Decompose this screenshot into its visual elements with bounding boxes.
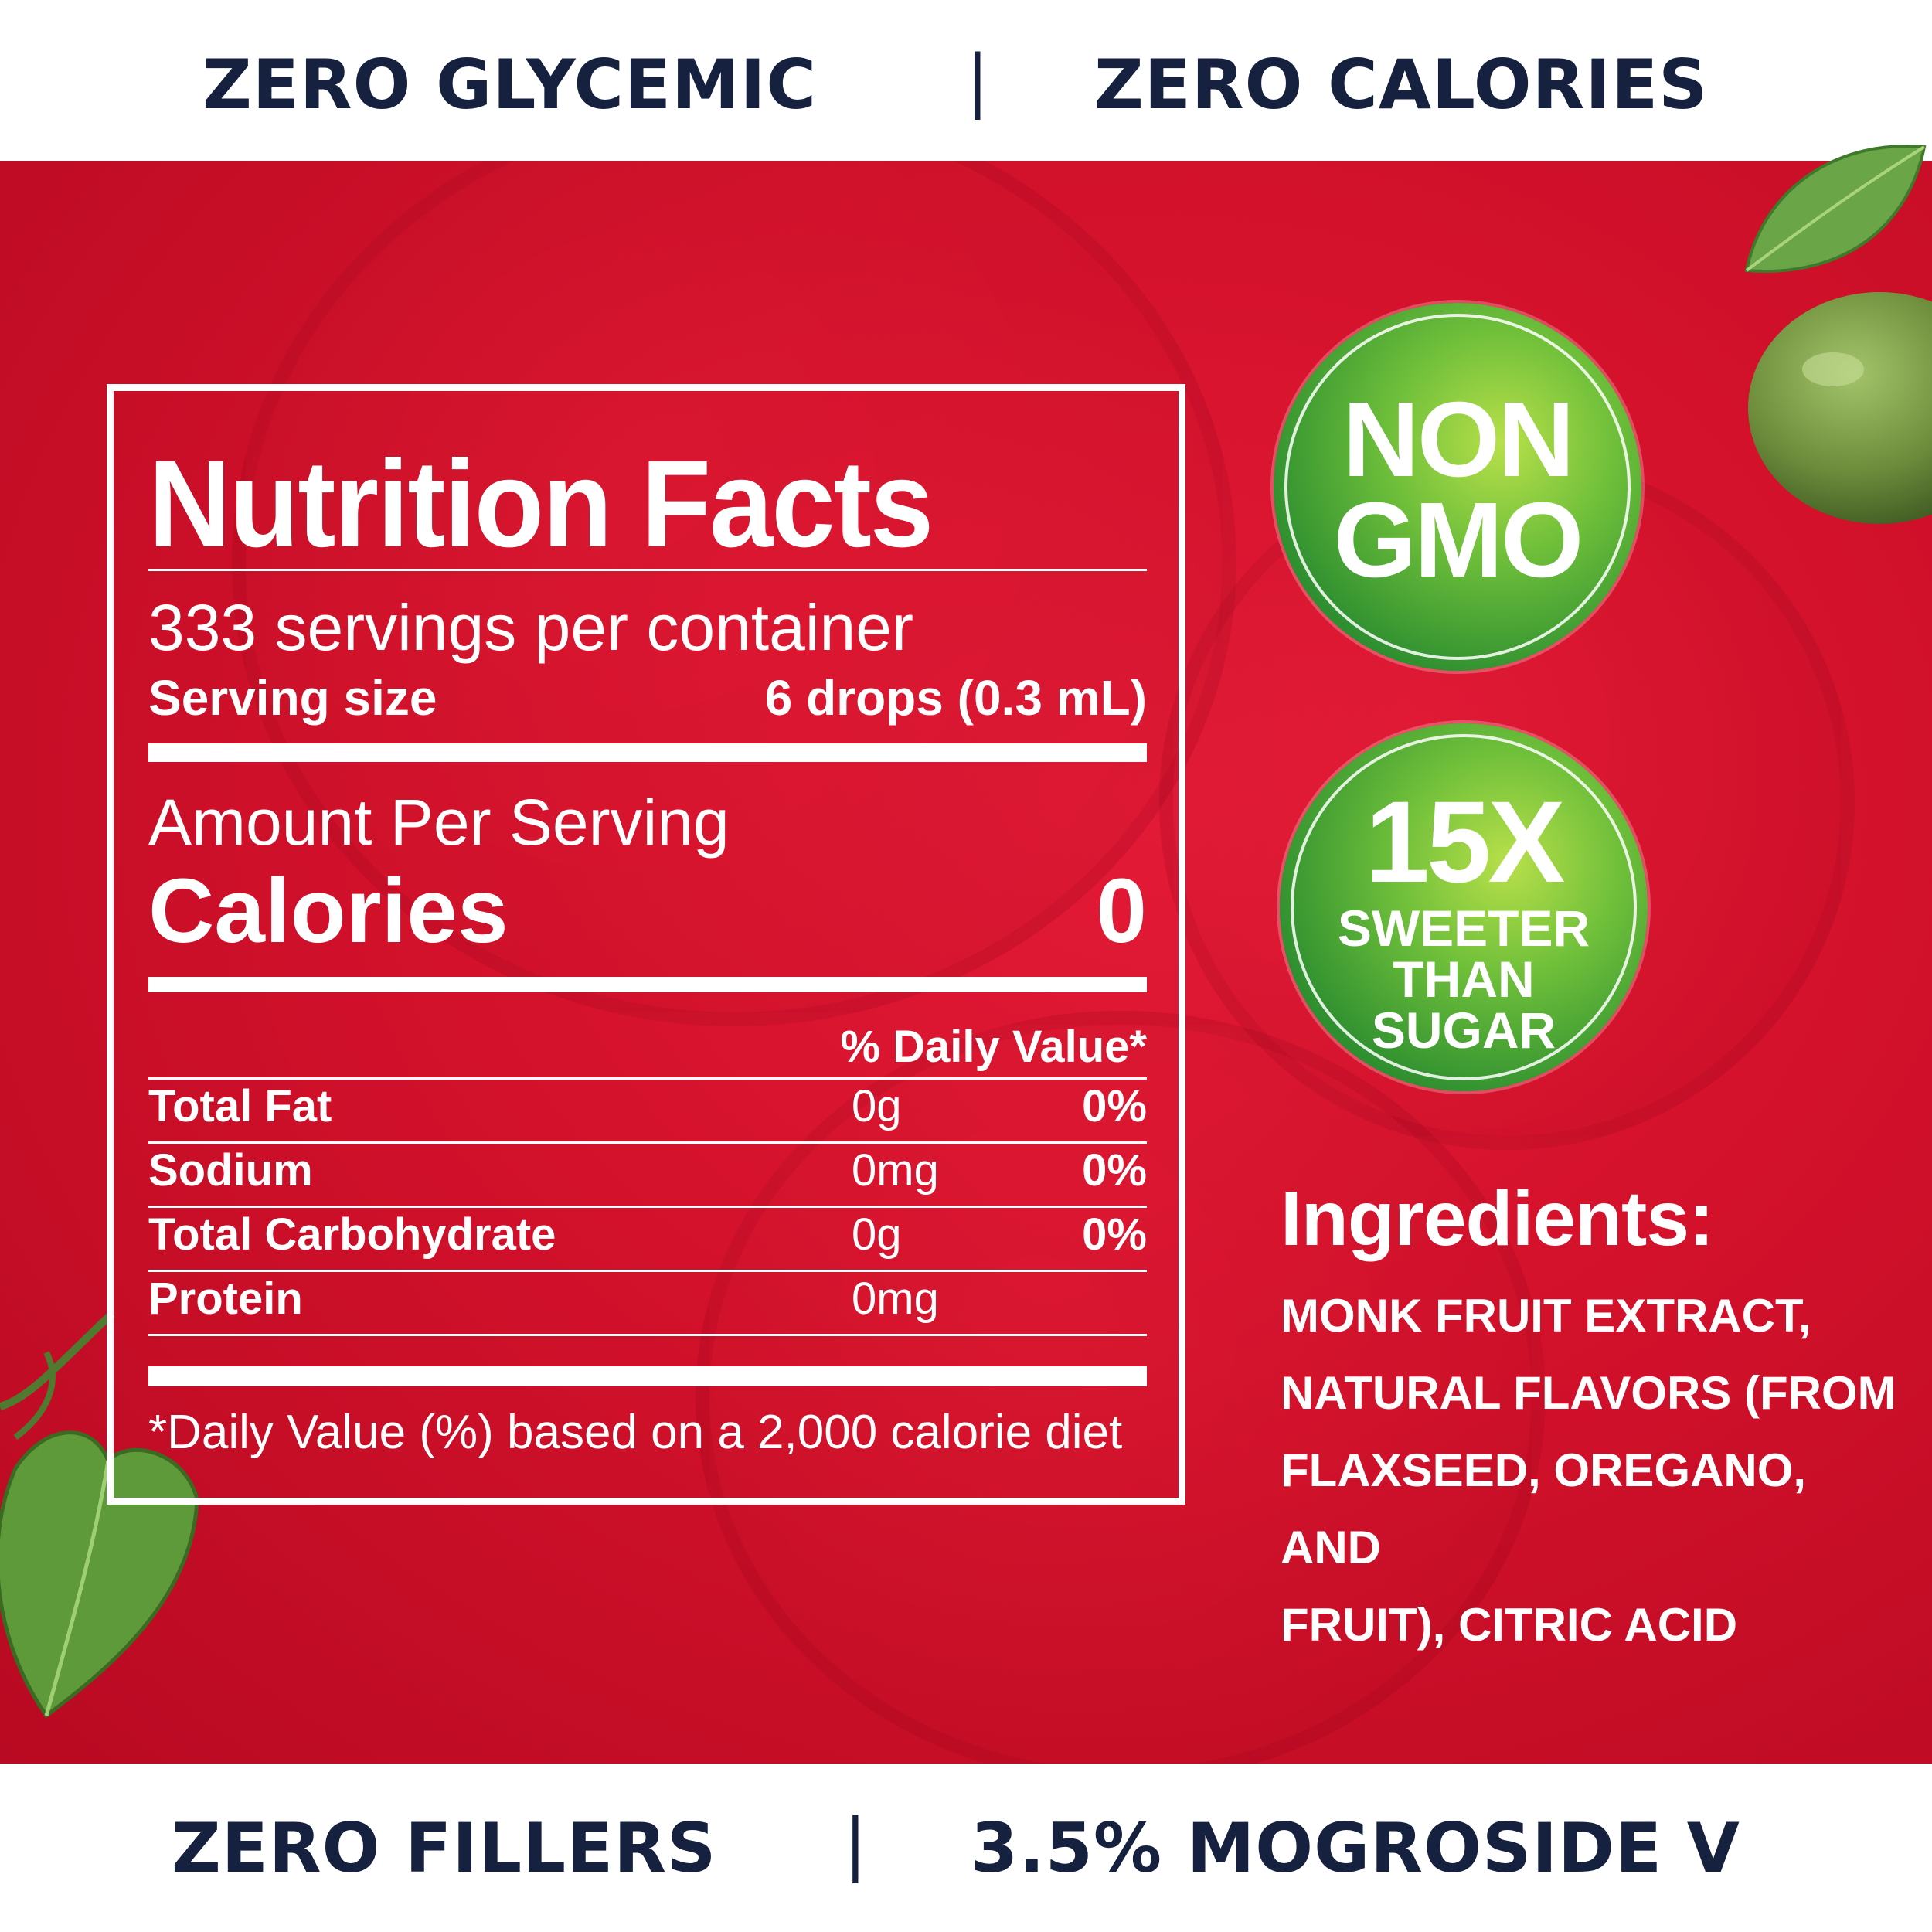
nutrient-name: Total Fat xyxy=(148,1081,332,1131)
calories-label: Calories xyxy=(148,860,509,962)
nutrition-facts-title: Nutrition Facts xyxy=(148,435,934,573)
ingredients-line: MONK FRUIT EXTRACT, xyxy=(1281,1290,1811,1342)
top-separator: | xyxy=(966,40,990,120)
divider xyxy=(148,1206,1147,1208)
calories-value: 0 xyxy=(1096,860,1147,962)
serving-size-value: 6 drops (0.3 mL) xyxy=(764,670,1147,726)
badge-text-sugar: SUGAR xyxy=(1371,1002,1556,1059)
divider xyxy=(148,1141,1147,1144)
nutrient-name: Sodium xyxy=(148,1145,313,1196)
badge-text-non: NON xyxy=(1342,380,1575,499)
nutrient-name: Total Carbohydrate xyxy=(148,1209,556,1260)
ingredients-line: NATURAL FLAVORS (FROM xyxy=(1281,1367,1896,1419)
nutrient-row: Protein 0mg xyxy=(148,1272,1147,1334)
sweetness-badge: 15X SWEETER THAN SUGAR xyxy=(1280,723,1648,1091)
thick-divider xyxy=(148,1366,1147,1386)
badge-text-than: THAN xyxy=(1393,951,1535,1008)
divider xyxy=(148,1334,1147,1336)
badge-text-sweeter: SWEETER xyxy=(1337,900,1590,957)
leaf-icon xyxy=(1744,145,1927,273)
serving-size-label: Serving size xyxy=(148,670,437,726)
thick-divider xyxy=(148,743,1147,762)
ingredients-line: FRUIT), CITRIC ACID xyxy=(1281,1599,1738,1651)
servings-per-container: 333 servings per container xyxy=(148,591,913,664)
daily-value-header: % Daily Value* xyxy=(840,1022,1147,1072)
daily-value-footnote: *Daily Value (%) based on a 2,000 calori… xyxy=(148,1406,1123,1459)
nutrient-amount: 0mg xyxy=(852,1145,939,1196)
badge-text-gmo: GMO xyxy=(1333,481,1584,600)
nutrient-daily-value: 0% xyxy=(1082,1209,1147,1260)
nutrient-daily-value: 0% xyxy=(1082,1145,1147,1196)
nutrition-facts-panel: Nutrition Facts 333 servings per contain… xyxy=(107,384,1185,1505)
ingredients-title: Ingredients: xyxy=(1281,1175,1714,1262)
zero-glycemic-label: ZERO GLYCEMIC xyxy=(202,45,817,124)
amount-per-serving: Amount Per Serving xyxy=(148,786,730,859)
badge-ring xyxy=(1291,734,1637,1080)
ingredients-line: FLAXSEED, OREGANO, AND xyxy=(1281,1444,1807,1573)
divider xyxy=(148,1270,1147,1272)
nutrient-amount: 0g xyxy=(852,1209,902,1260)
divider xyxy=(148,1077,1147,1080)
bottom-banner: ZERO FILLERS | 3.5% MOGROSIDE V xyxy=(0,1764,1932,1932)
thick-divider xyxy=(148,977,1147,992)
zero-fillers-label: ZERO FILLERS xyxy=(172,1808,717,1888)
non-gmo-badge: NON GMO xyxy=(1274,303,1641,671)
nutrient-row: Total Fat 0g 0% xyxy=(148,1080,1147,1141)
badge-text-15x: 15X xyxy=(1365,777,1566,906)
zero-calories-label: ZERO CALORIES xyxy=(1094,45,1709,124)
serving-size-row: Serving size 6 drops (0.3 mL) xyxy=(148,669,1147,726)
nutrient-amount: 0g xyxy=(852,1081,902,1131)
monk-fruit-icon xyxy=(1748,292,1932,524)
bottom-separator: | xyxy=(844,1804,868,1883)
nutrient-daily-value: 0% xyxy=(1082,1081,1147,1131)
nutrient-row: Sodium 0mg 0% xyxy=(148,1144,1147,1206)
nutrient-row: Total Carbohydrate 0g 0% xyxy=(148,1208,1147,1270)
mogroside-label: 3.5% MOGROSIDE V xyxy=(971,1808,1740,1888)
nutrient-name: Protein xyxy=(148,1274,303,1324)
ingredients-section: Ingredients: MONK FRUIT EXTRACT, NATURAL… xyxy=(1281,1175,1899,1664)
top-banner: ZERO GLYCEMIC | ZERO CALORIES xyxy=(0,0,1932,161)
badge-ring xyxy=(1284,314,1631,660)
background-fruit-shape xyxy=(232,161,1236,1026)
nutrient-amount: 0mg xyxy=(852,1274,939,1324)
ingredients-list: MONK FRUIT EXTRACT, NATURAL FLAVORS (FRO… xyxy=(1281,1277,1899,1664)
calories-row: Calories 0 xyxy=(148,859,1147,964)
divider xyxy=(148,569,1147,571)
